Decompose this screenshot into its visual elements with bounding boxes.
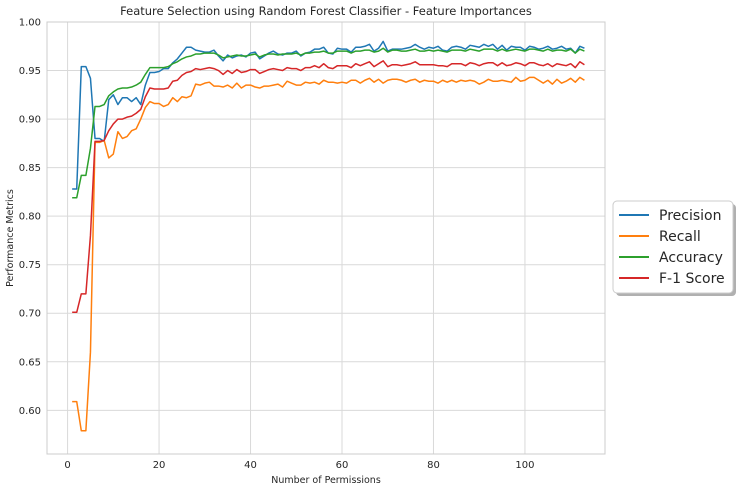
series-line-accuracy <box>72 47 585 199</box>
legend-label-recall: Recall <box>659 229 701 245</box>
x-tick-label: 40 <box>244 460 257 471</box>
x-tick-label: 20 <box>153 460 166 471</box>
y-tick-labels: 0.60 0.65 0.70 0.75 0.80 0.85 0.90 0.95 1.00 <box>19 18 41 417</box>
plot-area <box>47 22 605 454</box>
series-lines <box>72 40 585 432</box>
y-tick-label: 0.60 <box>19 406 41 417</box>
y-axis-label: Performance Metrics <box>5 189 16 287</box>
x-tick-label: 100 <box>515 460 534 471</box>
x-tick-label: 80 <box>427 460 440 471</box>
x-tick-label: 60 <box>336 460 349 471</box>
y-tick-label: 0.75 <box>19 260 41 271</box>
plot-frame <box>46 21 606 455</box>
y-tick-label: 0.65 <box>19 357 41 368</box>
legend-label-accuracy: Accuracy <box>659 250 723 266</box>
series-line-f-1-score <box>72 60 585 314</box>
y-tick-label: 0.70 <box>19 309 41 320</box>
legend-label-precision: Precision <box>659 208 721 224</box>
x-tick-labels: 0 20 40 60 80 100 <box>64 460 534 471</box>
legend: Precision Recall Accuracy F-1 Score <box>612 200 736 296</box>
x-tick-label: 0 <box>64 460 70 471</box>
y-tick-label: 1.00 <box>19 18 41 29</box>
y-tick-label: 0.85 <box>19 163 41 174</box>
series-line-recall <box>72 76 585 432</box>
y-tick-label: 0.90 <box>19 115 41 126</box>
x-axis-label: Number of Permissions <box>271 475 381 486</box>
chart-title: Feature Selection using Random Forest Cl… <box>120 4 532 18</box>
legend-label-f-1-score: F-1 Score <box>659 271 725 287</box>
legend-box <box>612 200 734 294</box>
y-tick-label: 0.95 <box>19 66 41 77</box>
y-tick-label: 0.80 <box>19 212 41 223</box>
